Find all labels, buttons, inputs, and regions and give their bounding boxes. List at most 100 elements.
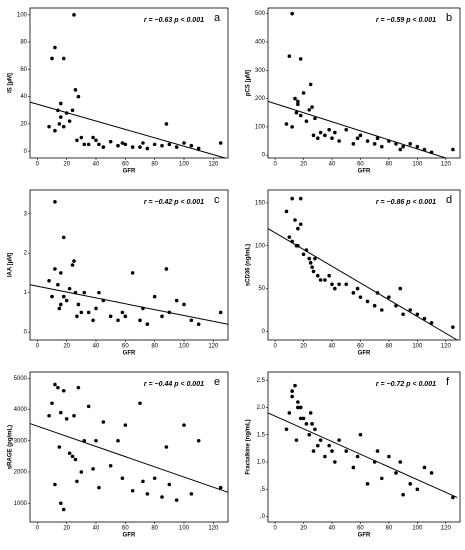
- data-point: [375, 136, 380, 140]
- y-tick-label: 1: [24, 290, 28, 296]
- data-point: [73, 457, 78, 462]
- x-tick-label: 0: [36, 162, 40, 168]
- annotation: r = −0.63 p < 0.001: [144, 17, 204, 24]
- data-point: [164, 267, 169, 271]
- data-point: [174, 298, 179, 303]
- x-tick-label: 80: [151, 526, 158, 532]
- data-point: [290, 125, 294, 129]
- data-point: [141, 479, 145, 484]
- data-point: [318, 278, 323, 282]
- data-point: [167, 142, 172, 147]
- data-point: [358, 133, 363, 138]
- data-point: [298, 416, 303, 421]
- x-tick-label: 40: [329, 162, 336, 168]
- annotation: r = −0.42 p < 0.001: [144, 199, 204, 206]
- y-tick-label: 50: [258, 286, 265, 292]
- data-point: [415, 312, 420, 317]
- data-point: [318, 438, 323, 442]
- x-tick-label: 20: [63, 344, 70, 350]
- data-point: [57, 122, 62, 126]
- y-tick-label: 1,0: [257, 460, 266, 466]
- data-point: [164, 122, 169, 126]
- data-point: [290, 394, 294, 399]
- x-tick-label: 80: [386, 344, 393, 350]
- data-point: [75, 138, 79, 143]
- x-tick-label: 60: [122, 162, 129, 168]
- data-point: [307, 432, 312, 437]
- data-point: [293, 383, 297, 388]
- y-tick-label: 300: [255, 68, 266, 74]
- y-axis-title: IAA [µM]: [8, 253, 14, 277]
- data-point: [59, 115, 63, 119]
- data-point: [182, 141, 186, 145]
- data-point: [94, 438, 98, 443]
- data-point: [315, 443, 320, 448]
- x-axis-title: GFR: [358, 169, 371, 175]
- data-point: [70, 454, 75, 459]
- data-point: [138, 318, 142, 323]
- data-point: [50, 294, 54, 299]
- y-tick-label: 40: [20, 94, 27, 100]
- x-tick-label: 80: [386, 526, 393, 532]
- data-point: [330, 449, 334, 453]
- data-point: [311, 269, 316, 274]
- x-tick-label: 100: [412, 526, 423, 532]
- panel-label: d: [446, 194, 452, 206]
- x-tick-label: 60: [357, 162, 364, 168]
- data-point: [379, 476, 384, 481]
- data-point: [337, 438, 341, 442]
- data-point: [116, 143, 120, 148]
- data-point: [174, 145, 179, 149]
- x-tick-label: 0: [273, 526, 277, 532]
- data-point: [323, 278, 327, 282]
- y-tick-label: 0: [262, 329, 266, 335]
- data-point: [308, 411, 313, 415]
- data-point: [145, 322, 150, 327]
- data-point: [218, 310, 223, 315]
- data-point: [91, 135, 95, 140]
- data-point: [293, 96, 297, 101]
- data-point: [429, 471, 434, 475]
- data-point: [344, 127, 349, 132]
- data-point: [422, 465, 427, 470]
- data-point: [451, 147, 455, 152]
- data-point: [56, 282, 60, 287]
- data-point: [47, 278, 51, 283]
- data-point: [355, 136, 360, 140]
- x-tick-label: 120: [208, 162, 219, 168]
- data-point: [315, 136, 320, 140]
- data-point: [120, 476, 125, 481]
- data-point: [50, 401, 54, 406]
- x-axis-title: GFR: [123, 533, 136, 539]
- y-tick-label: 5000: [14, 376, 28, 382]
- data-point: [315, 273, 320, 278]
- x-tick-label: 0: [273, 162, 277, 168]
- data-point: [145, 146, 150, 151]
- data-point: [387, 295, 391, 299]
- data-point: [82, 290, 87, 295]
- data-point: [108, 314, 113, 319]
- data-point: [91, 467, 95, 471]
- data-point: [61, 507, 66, 512]
- data-point: [351, 142, 356, 146]
- data-point: [365, 139, 370, 143]
- data-point: [67, 286, 72, 291]
- data-point: [398, 147, 403, 152]
- data-point: [70, 108, 75, 113]
- data-point: [75, 314, 79, 319]
- data-point: [152, 294, 157, 299]
- data-point: [53, 482, 57, 487]
- data-point: [72, 13, 76, 17]
- x-tick-label: 20: [63, 526, 70, 532]
- x-tick-label: 40: [93, 526, 100, 532]
- x-tick-label: 80: [151, 344, 158, 350]
- data-point: [379, 144, 384, 149]
- trend-line: [267, 412, 458, 498]
- y-tick-label: 1000: [14, 501, 28, 507]
- x-tick-label: 0: [36, 526, 40, 532]
- y-tick-label: 0: [24, 149, 28, 155]
- data-point: [97, 485, 101, 490]
- data-point: [182, 423, 186, 427]
- trend-line: [29, 284, 229, 325]
- data-point: [53, 382, 57, 387]
